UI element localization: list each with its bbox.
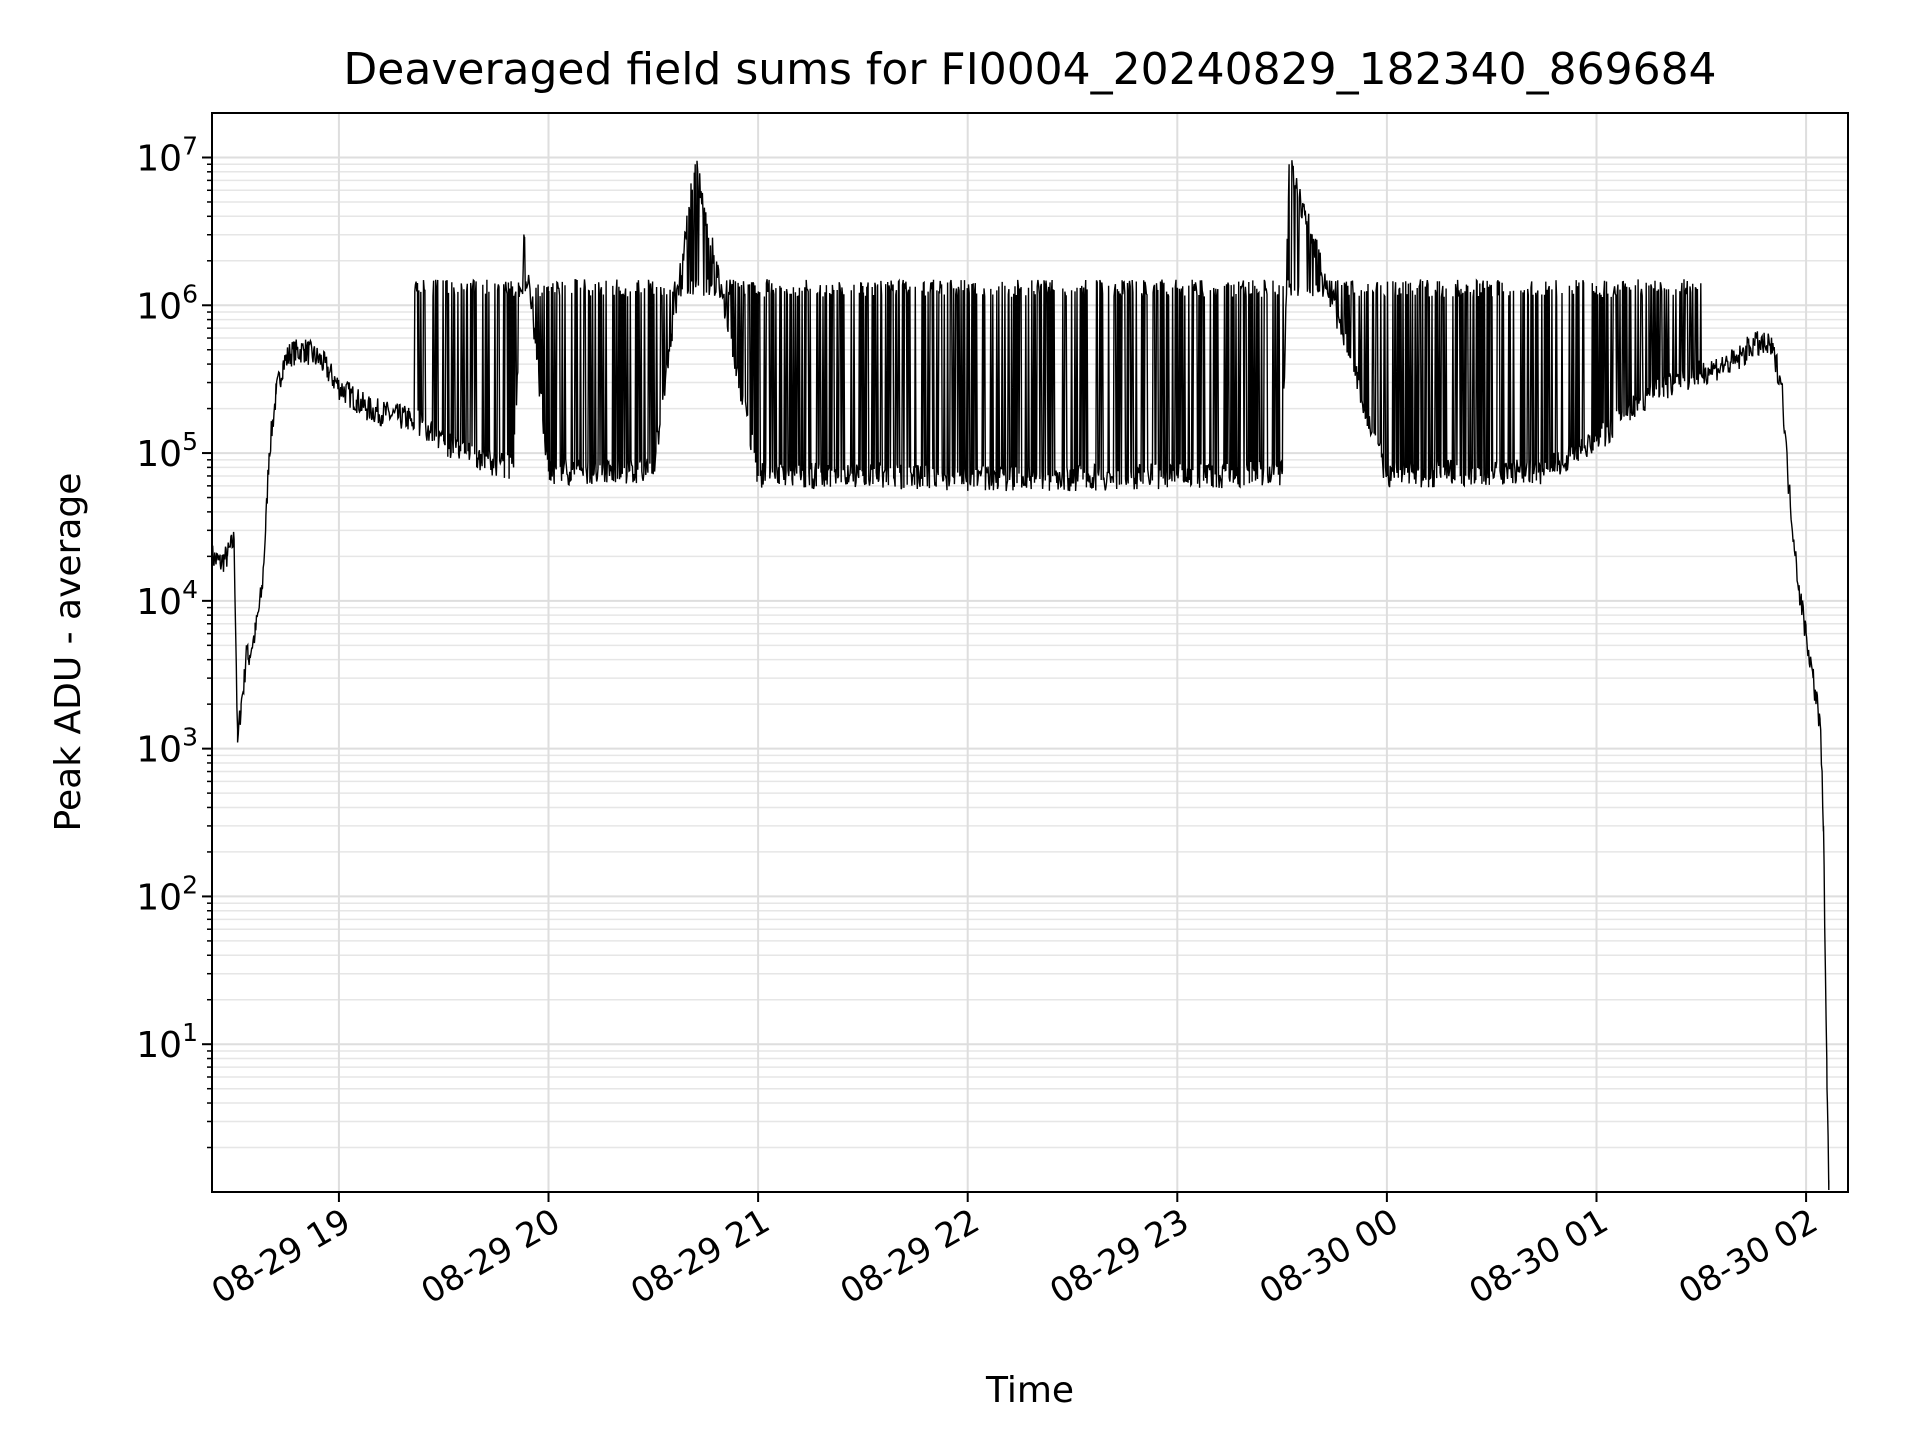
- series-layer: [211, 160, 1830, 1191]
- x-axis-label: Time: [985, 1370, 1074, 1411]
- chart-title: Deaveraged field sums for FI0004_2024082…: [343, 44, 1716, 95]
- y-tick-label: 106: [136, 279, 198, 327]
- axes-frame: [211, 112, 1849, 1193]
- y-tick-label: 107: [136, 131, 198, 179]
- y-tick-label: 105: [136, 427, 198, 475]
- y-tick-label: 103: [136, 723, 198, 771]
- y-axis-label: Peak ADU - average: [48, 473, 89, 832]
- y-tick-label: 102: [136, 870, 198, 918]
- y-tick-label: 101: [136, 1018, 198, 1066]
- y-tick-label: 104: [136, 575, 198, 623]
- y-axis-ticks: 101 102 103 104 105 106 107: [136, 131, 212, 1149]
- series-line: [211, 160, 1830, 1191]
